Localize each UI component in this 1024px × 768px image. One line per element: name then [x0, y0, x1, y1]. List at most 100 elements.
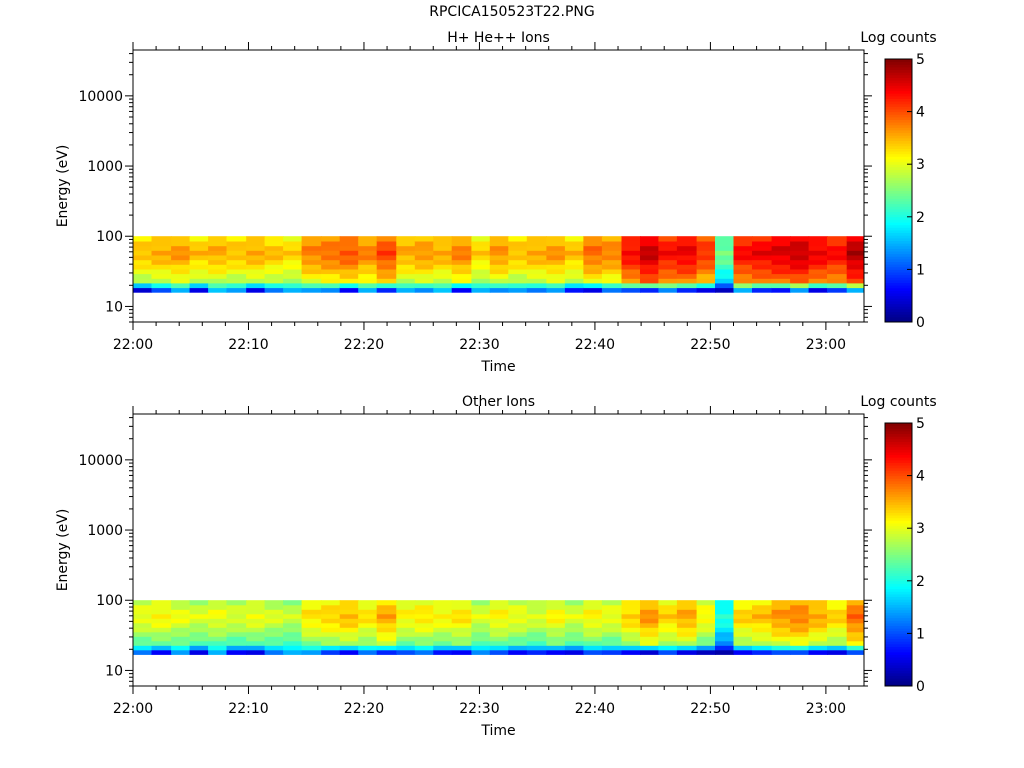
- heatmap-cell: [433, 649, 453, 655]
- heatmap-cell: [208, 250, 228, 256]
- heatmap-cell: [376, 254, 397, 261]
- heatmap-cell: [451, 645, 472, 651]
- heatmap-cell: [451, 287, 472, 293]
- heatmap-cell: [526, 282, 547, 289]
- heatmap-cell: [358, 273, 378, 279]
- heatmap-cell: [583, 264, 603, 270]
- heatmap-cell: [414, 622, 434, 628]
- heatmap-cell: [846, 604, 864, 610]
- heatmap-cell: [321, 636, 341, 642]
- heatmap-cell: [471, 245, 491, 251]
- heatmap-cell: [171, 640, 191, 646]
- heatmap-cell: [414, 245, 434, 251]
- heatmap-cell: [433, 640, 453, 646]
- heatmap-cell: [471, 264, 491, 270]
- colorbar-swatch: [885, 282, 912, 286]
- heatmap-cell: [546, 268, 566, 275]
- heatmap-cell: [171, 613, 191, 619]
- colorbar-swatch: [885, 229, 912, 234]
- heatmap-cell: [676, 613, 698, 619]
- colorbar-swatch: [885, 636, 912, 640]
- heatmap-cell: [827, 622, 848, 628]
- colorbar-swatch: [885, 269, 912, 273]
- heatmap-cell: [396, 627, 416, 633]
- colorbar-swatch: [885, 187, 912, 191]
- colorbar-swatch: [885, 572, 912, 577]
- heatmap-cell: [301, 254, 322, 261]
- heatmap-cell: [133, 264, 153, 270]
- heatmap-cell: [546, 245, 566, 251]
- heatmap-cell: [640, 645, 660, 651]
- colorbar-swatch: [885, 657, 912, 661]
- heatmap-cell: [583, 282, 603, 289]
- heatmap-cell: [376, 278, 397, 284]
- heatmap-cell: [226, 273, 247, 279]
- colorbar-swatch: [885, 601, 912, 605]
- heatmap-cell: [827, 287, 848, 293]
- heatmap-cell: [283, 613, 303, 619]
- heatmap-cell: [827, 254, 848, 261]
- heatmap-cell: [246, 609, 266, 615]
- heatmap-cell: [640, 245, 660, 251]
- colorbar-swatch: [885, 444, 912, 448]
- heatmap-cell: [283, 245, 303, 251]
- heatmap-cell: [208, 627, 228, 633]
- heatmap-cell: [564, 240, 584, 247]
- heatmap-cell: [526, 649, 547, 655]
- heatmap-cell: [790, 254, 810, 261]
- heatmap-cell: [246, 254, 266, 261]
- heatmap-cell: [396, 618, 416, 624]
- heatmap-cell: [414, 609, 434, 615]
- heatmap-cell: [808, 640, 828, 646]
- heatmap-cell: [246, 645, 266, 651]
- heatmap-cell: [414, 640, 434, 646]
- y-tick-label: 1000: [87, 159, 123, 175]
- heatmap-cell: [583, 259, 603, 265]
- colorbar-swatch: [885, 161, 912, 165]
- heatmap-cell: [451, 236, 472, 242]
- colorbar-swatch: [885, 82, 912, 86]
- heatmap-cell: [583, 640, 603, 646]
- heatmap-cell: [208, 287, 228, 293]
- heatmap-cell: [396, 240, 416, 247]
- x-tick-label: 22:40: [575, 337, 615, 353]
- heatmap-cell: [283, 264, 303, 270]
- heatmap-cell: [246, 259, 266, 265]
- heatmap-cell: [526, 627, 547, 633]
- heatmap-cell: [827, 250, 848, 256]
- heatmap-cell: [321, 600, 341, 606]
- heatmap-cell: [283, 240, 303, 247]
- heatmap-cell: [733, 259, 753, 265]
- heatmap-cell: [733, 640, 753, 646]
- colorbar-swatch: [885, 486, 912, 490]
- heatmap-cell: [546, 622, 566, 628]
- heatmap-cell: [601, 273, 623, 279]
- heatmap-cell: [133, 613, 153, 619]
- heatmap-cell: [676, 649, 698, 655]
- heatmap-cell: [715, 609, 735, 615]
- x-tick-label: 22:40: [575, 701, 615, 717]
- heatmap-cell: [489, 268, 509, 275]
- colorbar-swatch: [885, 156, 912, 160]
- colorbar-swatch: [885, 108, 912, 113]
- heatmap-cell: [283, 627, 303, 633]
- colorbar-swatch: [885, 214, 912, 218]
- heatmap-cell: [133, 278, 153, 284]
- heatmap-cell: [696, 600, 716, 606]
- heatmap-cell: [790, 264, 810, 270]
- heatmap-cell: [433, 273, 453, 279]
- heatmap-cell: [715, 649, 735, 655]
- colorbar-swatch: [885, 190, 912, 194]
- heatmap-cell: [583, 609, 603, 615]
- heatmap-cell: [151, 649, 172, 655]
- colorbar-swatch: [885, 496, 912, 500]
- heatmap-cell: [715, 645, 735, 651]
- colorbar-swatch: [885, 454, 912, 458]
- heatmap-cell: [658, 245, 678, 251]
- colorbar-swatch: [885, 546, 912, 550]
- heatmap-cell: [133, 622, 153, 628]
- heatmap-cell: [226, 636, 247, 642]
- heatmap-cell: [658, 259, 678, 265]
- y-axis-label: Energy (eV): [55, 145, 71, 228]
- heatmap-cell: [396, 287, 416, 293]
